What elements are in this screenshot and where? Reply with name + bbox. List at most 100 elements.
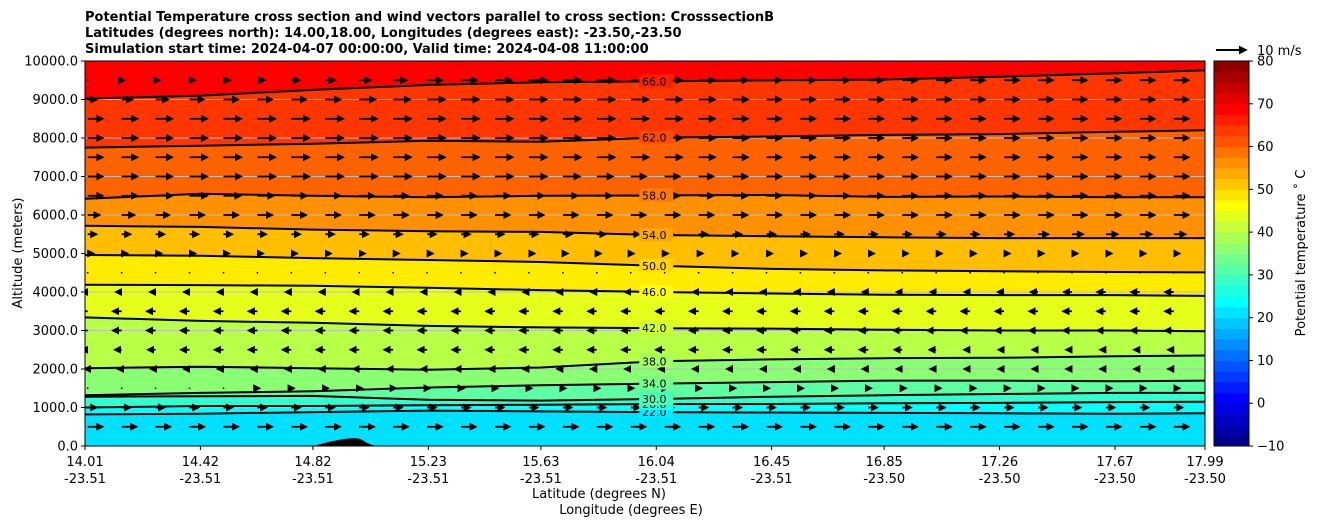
x-tick-label-lat: 15.23 [410,455,447,470]
y-tick-label: 0.0 [57,440,78,455]
colorbar-band [1214,232,1249,244]
y-tick-label: 1000.0 [33,401,79,416]
x-tick-label-lon: -23.51 [751,472,793,487]
wind-vector [969,271,972,274]
colorbar-band [1214,189,1249,201]
colorbar-band [1214,285,1249,297]
contour-label: 58.0 [642,189,667,202]
chart-title: Potential Temperature cross section and … [85,10,774,57]
colorbar-tick-label: 0 [1257,397,1265,412]
wind-vector [1104,271,1107,274]
y-axis-label: Altitude (meters) [11,198,26,309]
contour-label-bg [639,74,674,88]
colorbar-band [1214,371,1249,383]
colorbar-tick-label: 70 [1257,97,1274,112]
x-tick-label-lon: -23.51 [520,472,562,487]
contour-label-bg [639,188,674,202]
colorbar-band [1214,413,1249,426]
terrain [312,438,378,446]
x-tick-label-lon: -23.50 [979,472,1021,487]
wind-vector [460,271,462,274]
plot-area: 22.026.030.034.038.042.046.050.054.058.0… [85,61,1205,446]
colorbar-band [1214,146,1249,158]
x-tick-label-lon: -23.50 [863,472,905,487]
colorbar-band [1214,114,1249,126]
contour-label: 50.0 [642,260,667,273]
contour-label-bg [639,354,674,368]
colorbar-band [1214,167,1249,180]
colorbar-ticks: −10 0 10 20 30 40 50 60 70 80 [1249,55,1284,455]
colorbar-band [1214,435,1249,447]
colorbar-band [1214,339,1249,351]
x-tick-label-lat: 16.04 [638,455,675,470]
wind-vector [222,387,225,390]
x-tick-label-lon: -23.51 [407,472,449,487]
wind-vector [629,271,632,274]
x-tick-label-lat: 17.67 [1096,455,1133,470]
x-tick-label-lat: 17.26 [981,455,1018,470]
wind-vector [86,79,89,82]
colorbar-tick-label: 50 [1257,183,1274,198]
x-axis: 14.01 -23.51 14.42 -23.51 14.82 -23.51 15.23 -2… [64,446,1226,487]
wind-vector [256,271,259,274]
y-tick-label: 5000.0 [33,247,79,262]
x-tick-label-lat: 16.85 [866,455,903,470]
x-tick-label-lat: 16.45 [753,455,790,470]
x-tick-label-lat: 15.63 [522,455,559,470]
wind-vector [494,271,496,274]
y-tick-label: 3000.0 [33,324,79,339]
terrain-shape [312,438,378,446]
colorbar-tick-label: 10 [1257,354,1274,369]
x-axis-label-latitude: Latitude (degrees N) [532,487,666,502]
y-tick-label: 6000.0 [33,209,79,224]
colorbar-band [1214,296,1249,308]
contour-label: 62.0 [642,132,667,145]
y-tick-label: 9000.0 [33,93,79,108]
x-tick-label-lon: -23.51 [635,472,677,487]
contour-label: 46.0 [642,286,667,299]
contour-label: 30.0 [642,393,667,406]
wind-vector [120,387,123,390]
x-tick-label-lat: 14.42 [182,455,219,470]
x-tick-label-lon: -23.51 [292,472,334,487]
colorbar-tick-label: 80 [1257,55,1274,70]
contour-label-bg [639,285,674,298]
wind-vectors [85,76,1191,431]
x-tick-label-lon: -23.51 [179,472,221,487]
contour-label: 66.0 [642,75,667,88]
x-tick-label-lon: -23.51 [64,472,106,487]
y-tick-label: 2000.0 [33,363,79,378]
colorbar-band [1214,61,1249,73]
wind-vector [188,387,191,390]
colorbar-bands [1214,61,1249,447]
title-line-3: Simulation start time: 2024-04-07 00:00:… [85,42,649,57]
wind-vector [290,271,293,274]
colorbar-band [1214,71,1249,83]
colorbar-band [1214,178,1249,190]
wind-vector [799,271,802,274]
colorbar-band [1214,253,1249,265]
wind-vector [867,271,870,274]
wind-vector [1071,271,1073,274]
colorbar-band [1214,221,1249,233]
wind-vector [561,271,564,274]
wind-vector [697,271,700,274]
colorbar-band [1214,424,1249,436]
colorbar-band [1214,82,1249,94]
wind-vector [392,271,395,274]
contour-label-bg [639,228,674,242]
colorbar-band [1214,264,1249,276]
contour-label-bg [639,321,674,335]
wind-vector [1138,271,1141,274]
colorbar-band [1214,392,1249,404]
wind-vector [1003,271,1005,274]
wind-vector [222,271,225,274]
contour-label-bg [639,392,674,406]
colorbar-band [1214,381,1249,394]
contour-label: 38.0 [642,355,667,368]
x-axis-label-longitude: Longitude (degrees E) [559,503,703,518]
wind-vector [324,271,327,274]
wind-vector [1172,271,1175,274]
colorbar-band [1214,242,1249,254]
